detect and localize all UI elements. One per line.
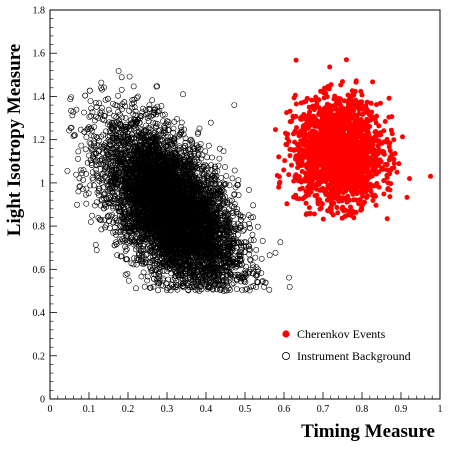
background-point [196,125,203,132]
background-point [75,148,82,155]
background-point [101,117,108,124]
background-point [199,152,206,158]
background-point [99,105,105,111]
background-point [249,231,256,238]
background-point [87,182,94,189]
background-point [98,84,104,91]
background-point [155,287,161,294]
background-point [141,283,148,290]
background-point [272,249,279,256]
background-point [158,103,165,109]
background-point [222,180,229,187]
background-point [204,154,210,161]
background-point [71,132,78,138]
background-point [80,167,87,173]
background-point [144,115,151,121]
background-point [89,212,95,219]
background-point [92,241,99,248]
background-point [118,86,125,93]
background-point [153,83,160,90]
background-point [100,184,107,191]
background-point [83,134,90,140]
background-point [96,100,103,107]
background-point [222,164,228,170]
background-point [83,200,90,207]
background-point [149,97,156,104]
background-point [286,283,293,290]
background-point [250,237,257,244]
background-point [74,201,80,208]
background-point [286,274,292,281]
background-point [178,119,185,126]
background-point [202,148,209,155]
background-point [106,110,113,116]
background-point [133,285,139,292]
background-point [253,284,260,290]
background-point [130,83,137,90]
background-point [80,176,86,183]
background-point [135,93,141,100]
background-point [126,107,132,114]
background-point [221,242,227,249]
background-point [93,199,100,206]
background-point [98,108,105,115]
background-point [128,104,135,111]
background-point [87,98,94,104]
background-point [93,247,100,253]
background-point [240,228,246,234]
background-point [83,185,90,192]
background-point [235,192,242,199]
background-point [69,112,76,119]
background-point [78,142,85,149]
background-point [180,91,186,98]
background-point [266,286,273,293]
background-point [115,92,121,99]
background-point [247,237,254,244]
background-point [106,225,113,231]
background-point [85,190,92,197]
background-point [225,285,232,292]
background-point [81,109,87,116]
background-point [219,187,226,194]
background-point [250,202,256,209]
background-point [230,280,237,286]
background-point [218,174,225,181]
background-point [126,73,133,80]
background-point [93,103,100,110]
background-point [226,182,233,189]
background-point [102,224,108,231]
background-point [253,246,260,253]
background-point [223,172,230,179]
background-point [220,148,227,154]
background-point [91,182,97,189]
background-point [205,142,212,149]
background-point [229,175,236,182]
background-point [196,287,203,294]
background-point [88,219,94,225]
background-point [246,187,252,193]
background-point [131,255,137,262]
background-point [207,119,214,126]
background-point [97,109,104,116]
background-point [266,252,273,259]
background-point [125,277,132,284]
background-point [118,74,125,81]
background-series [64,68,293,294]
background-point [82,146,89,153]
background-point [254,223,261,230]
background-point [189,140,195,146]
background-point [150,283,157,290]
background-point [104,213,111,220]
background-point [233,286,240,292]
